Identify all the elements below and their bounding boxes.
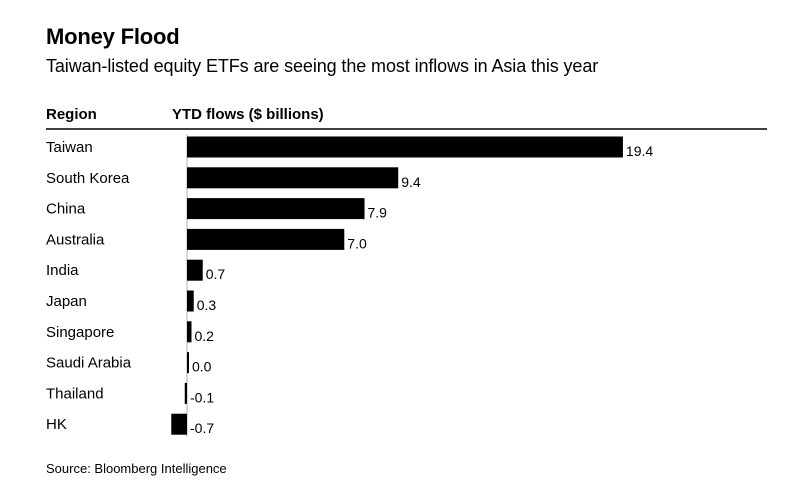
category-label: Taiwan — [46, 139, 93, 156]
source-note: Source: Bloomberg Intelligence — [46, 461, 227, 476]
bar — [187, 259, 203, 281]
category-label: India — [46, 262, 79, 279]
value-label: 0.3 — [197, 297, 217, 313]
value-label: 0.2 — [194, 328, 214, 344]
region-column-header: Region — [46, 106, 97, 123]
value-label: 7.9 — [368, 205, 388, 221]
bar — [171, 413, 187, 435]
value-label: 7.0 — [347, 235, 367, 251]
category-label: Saudi Arabia — [46, 355, 132, 372]
category-label: Japan — [46, 293, 87, 310]
bar — [187, 321, 192, 343]
value-label: -0.1 — [190, 389, 214, 405]
value-label: 0.7 — [206, 266, 226, 282]
bar — [187, 352, 189, 374]
chart-subtitle: Taiwan-listed equity ETFs are seeing the… — [46, 56, 599, 76]
bar — [187, 290, 194, 312]
category-label: Thailand — [46, 385, 104, 402]
bar — [184, 382, 187, 404]
value-label: -0.7 — [190, 420, 214, 436]
flows-column-header: YTD flows ($ billions) — [172, 106, 324, 123]
bar — [187, 198, 365, 220]
category-label: China — [46, 201, 86, 218]
value-label: 0.0 — [192, 359, 212, 375]
value-label: 9.4 — [401, 174, 421, 190]
bar — [187, 167, 399, 189]
value-label: 19.4 — [626, 143, 653, 159]
category-label: HK — [46, 416, 67, 433]
bar — [187, 228, 345, 250]
category-label: Singapore — [46, 324, 114, 341]
bar — [187, 136, 623, 158]
chart-title: Money Flood — [46, 24, 180, 49]
category-label: Australia — [46, 231, 105, 248]
category-label: South Korea — [46, 170, 130, 187]
